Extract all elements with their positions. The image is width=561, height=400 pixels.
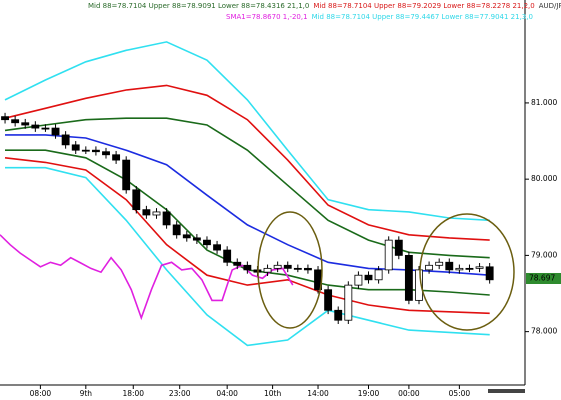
candle-body bbox=[182, 234, 191, 239]
candle-body bbox=[81, 149, 90, 152]
candle-body bbox=[404, 254, 413, 301]
indicator-line bbox=[4, 157, 490, 315]
candle-body bbox=[293, 267, 302, 270]
candle-body bbox=[475, 266, 484, 269]
candle-body bbox=[112, 154, 121, 161]
candle-body bbox=[273, 264, 282, 269]
candle-body bbox=[152, 211, 161, 216]
candle-body bbox=[102, 151, 110, 156]
candle-body bbox=[394, 239, 403, 256]
candle-body bbox=[203, 239, 211, 246]
y-tick-label: 78.000 bbox=[531, 327, 557, 336]
highlight-ellipse bbox=[419, 213, 515, 331]
candle-body bbox=[142, 209, 151, 216]
indicator-line bbox=[4, 84, 490, 241]
current-price-label: 78.697 bbox=[529, 273, 555, 282]
candle-body bbox=[71, 144, 80, 151]
candle-body bbox=[415, 269, 423, 301]
candle-body bbox=[91, 149, 100, 153]
candle-body bbox=[11, 119, 20, 124]
candle-body bbox=[263, 267, 272, 273]
candle-body bbox=[344, 284, 353, 321]
candle-body bbox=[435, 261, 444, 266]
x-tick-label: 08:00 bbox=[30, 389, 52, 398]
y-tick-label: 81.000 bbox=[531, 98, 557, 107]
header-label: AUD/JPY 始値=78.833 高値=78.857 安値=78.569 終値… bbox=[539, 1, 561, 10]
candle-body bbox=[334, 309, 343, 321]
candle-body bbox=[21, 122, 30, 126]
header-label: Mid 88=78.7104 Upper 88=79.4467 Lower 88… bbox=[312, 13, 533, 21]
candle-body bbox=[122, 159, 131, 191]
candle-body bbox=[455, 267, 464, 271]
candle-body bbox=[51, 127, 60, 136]
candle-body bbox=[61, 134, 70, 146]
candle-body bbox=[465, 267, 474, 270]
candle-body bbox=[445, 261, 454, 271]
x-tick-label: 18:00 bbox=[122, 389, 144, 398]
header-label: SMA1=78.8670 1,-20,1 bbox=[226, 13, 308, 21]
x-tick-label: 14:00 bbox=[307, 389, 329, 398]
highlight-ellipse bbox=[257, 211, 323, 329]
plot-area bbox=[0, 41, 494, 347]
candle-body bbox=[233, 261, 242, 266]
indicator-line bbox=[5, 166, 490, 347]
candle-body bbox=[41, 127, 50, 130]
x-tick-label: 10th bbox=[264, 389, 281, 398]
y-tick-label: 80.000 bbox=[531, 174, 557, 183]
candle-body bbox=[223, 249, 232, 263]
candle-body bbox=[172, 224, 181, 236]
header-label: Mid 88=78.7104 Upper 88=78.9091 Lower 88… bbox=[88, 2, 309, 10]
x-tick-label: 19:00 bbox=[358, 389, 380, 398]
candle-body bbox=[192, 237, 201, 241]
candle-body bbox=[303, 267, 312, 271]
y-tick-label: 79.000 bbox=[531, 250, 557, 259]
x-tick-label: 05:00 bbox=[449, 389, 471, 398]
candle-body bbox=[1, 116, 9, 121]
candle-body bbox=[243, 264, 252, 271]
candle-body bbox=[283, 264, 292, 269]
candle-body bbox=[354, 274, 363, 286]
scroll-marker bbox=[488, 389, 525, 393]
indicator-line bbox=[4, 41, 490, 222]
candle-body bbox=[364, 274, 373, 281]
current-price-box bbox=[526, 272, 561, 284]
x-tick-label: 00:00 bbox=[398, 389, 420, 398]
candle-body bbox=[324, 289, 333, 311]
x-tick-label: 9th bbox=[80, 389, 93, 398]
candle-body bbox=[384, 239, 393, 271]
candle-body bbox=[425, 264, 434, 271]
candle-body bbox=[31, 124, 40, 129]
candle-body bbox=[485, 266, 494, 281]
x-tick-label: 23:00 bbox=[169, 389, 191, 398]
candle-body bbox=[213, 244, 222, 251]
candle-body bbox=[162, 211, 171, 226]
header-label: Mid 88=78.7104 Upper 88=79.2029 Lower 88… bbox=[313, 2, 534, 10]
candle-body bbox=[374, 269, 383, 281]
x-tick-label: 04:00 bbox=[216, 389, 238, 398]
candle-body bbox=[132, 189, 141, 211]
